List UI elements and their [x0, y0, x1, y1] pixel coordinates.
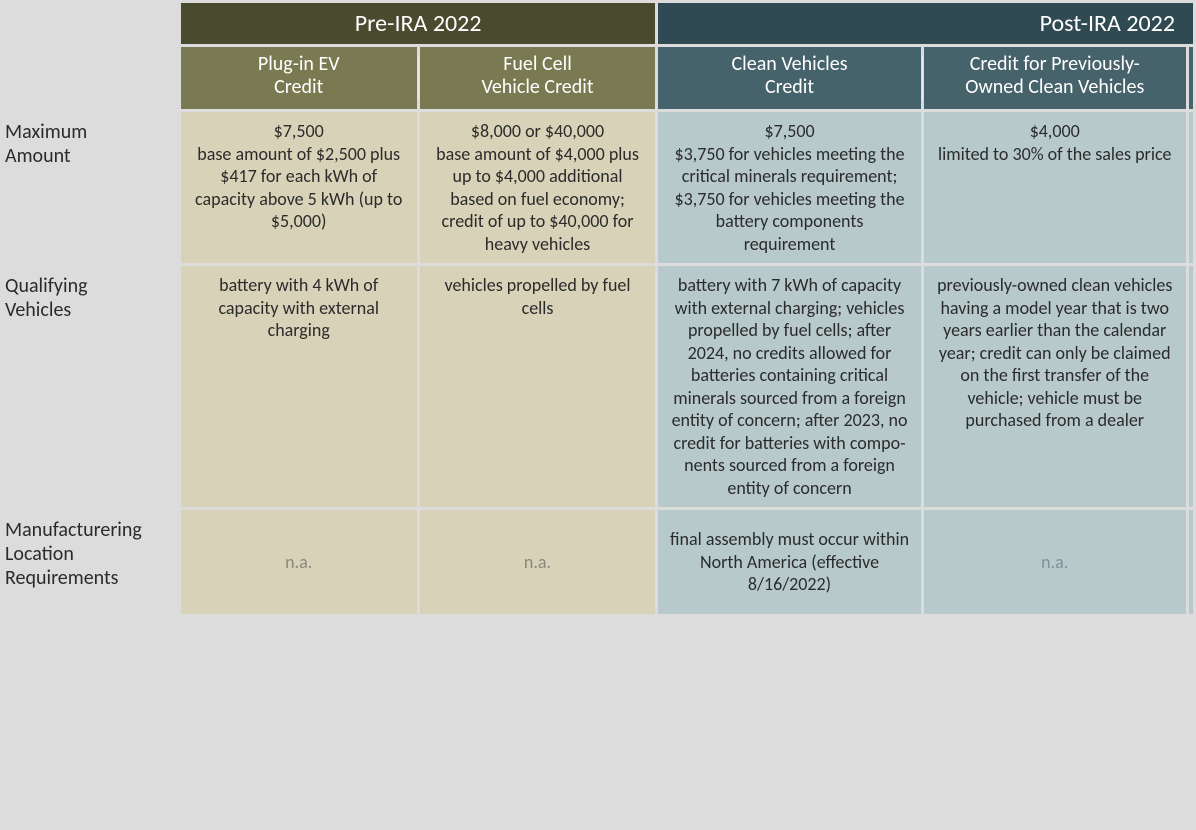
row-label: Manufacturering Location Requirements	[3, 510, 178, 614]
sub-header-post-a: Clean VehiclesCredit	[658, 47, 920, 109]
edge-cell	[1189, 112, 1193, 263]
edge-cell	[1189, 266, 1193, 507]
sub-header-pre-a: Plug-in EVCredit	[181, 47, 417, 109]
cell-pre-a: battery with 4 kWh of capacity with exte…	[181, 266, 417, 507]
era-header-row: Pre-IRA 2022 Post-IRA 2022	[3, 3, 1193, 44]
corner-cell	[3, 47, 178, 109]
cell-pre-a: $7,500base amount of $2,500 plus $417 fo…	[181, 112, 417, 263]
cell-pre-a: n.a.	[181, 510, 417, 614]
na-text: n.a.	[524, 551, 551, 573]
sub-header-row: Plug-in EVCredit Fuel CellVehicle Credit…	[3, 47, 1193, 109]
na-text: n.a.	[285, 551, 312, 573]
corner-cell	[3, 3, 178, 44]
cell-post-b: previously-owned clean vehicles having a…	[924, 266, 1186, 507]
row-label: MaximumAmount	[3, 112, 178, 263]
cell-pre-b: n.a.	[420, 510, 656, 614]
cell-post-b: $4,000limited to 30% of the sales price	[924, 112, 1186, 263]
row-manufacturing-location: Manufacturering Location Requirements n.…	[3, 510, 1193, 614]
era-header-post: Post-IRA 2022	[658, 3, 1193, 44]
sub-header-post-b: Credit for Previously-Owned Clean Vehicl…	[924, 47, 1186, 109]
edge-cell	[1189, 47, 1193, 109]
na-text: n.a.	[1041, 551, 1068, 573]
era-header-pre: Pre-IRA 2022	[181, 3, 656, 44]
cell-pre-b: $8,000 or $40,000base amount of $4,000 p…	[420, 112, 656, 263]
cell-pre-b: vehicles propelled by fuel cells	[420, 266, 656, 507]
cell-post-a: $7,500$3,750 for vehicles meeting the cr…	[658, 112, 920, 263]
cell-post-a: final assembly must occur within North A…	[658, 510, 920, 614]
sub-header-pre-b: Fuel CellVehicle Credit	[420, 47, 656, 109]
comparison-table: Pre-IRA 2022 Post-IRA 2022 Plug-in EVCre…	[0, 0, 1196, 617]
edge-cell	[1189, 510, 1193, 614]
cell-post-b: n.a.	[924, 510, 1186, 614]
row-label: QualifyingVehicles	[3, 266, 178, 507]
row-maximum-amount: MaximumAmount $7,500base amount of $2,50…	[3, 112, 1193, 263]
cell-post-a: battery with 7 kWh of capacity with exte…	[658, 266, 920, 507]
row-qualifying-vehicles: QualifyingVehicles battery with 4 kWh of…	[3, 266, 1193, 507]
